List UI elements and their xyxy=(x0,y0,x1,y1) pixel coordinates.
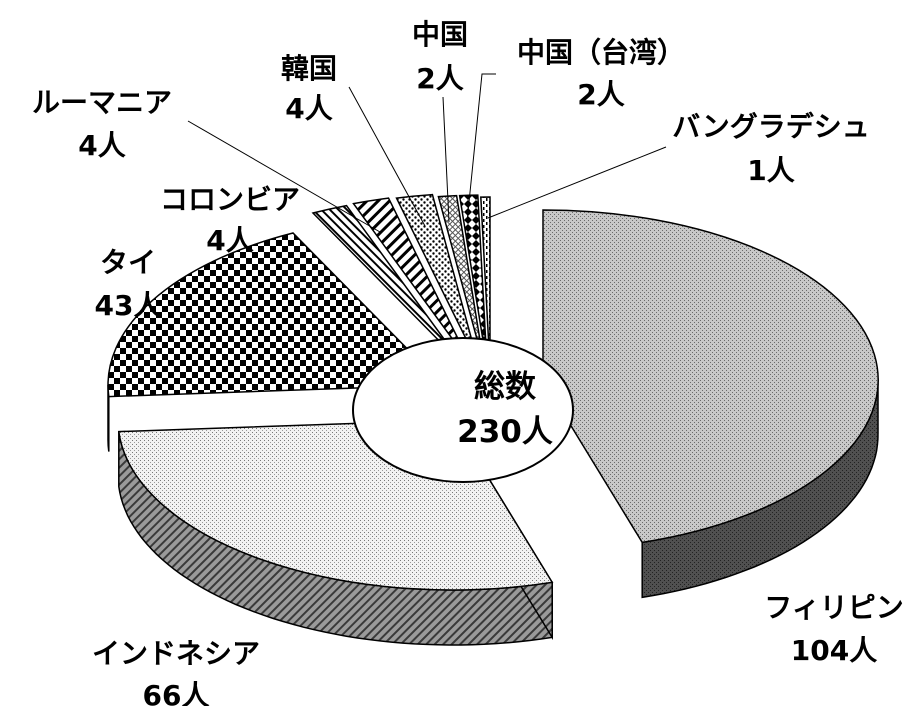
leader-lines xyxy=(187,73,667,233)
slice-label-value-5: 4人 xyxy=(285,92,332,125)
slice-label-name-5: 韓国 xyxy=(281,52,337,85)
slice-label-value-2: 43人 xyxy=(95,289,162,322)
slice-4 xyxy=(352,197,471,364)
slice-label-name-0: フィリピン xyxy=(764,591,903,624)
slice-label-name-4: ルーマニア xyxy=(32,86,172,119)
slice-label-value-8: 1人 xyxy=(747,154,794,187)
slice-label-value-1: 66人 xyxy=(143,679,210,706)
slice-5 xyxy=(395,193,479,364)
slice-label-value-7: 2人 xyxy=(577,78,624,111)
leader-line-6 xyxy=(442,96,450,223)
leader-line-8 xyxy=(487,146,667,219)
slice-label-value-6: 2人 xyxy=(416,62,463,95)
slice-label-value-4: 4人 xyxy=(78,129,125,162)
leader-line-5 xyxy=(348,86,426,227)
slice-label-name-1: インドネシア xyxy=(92,637,260,670)
slice-7 xyxy=(458,194,488,366)
slice-labels: フィリピン 104人 インドネシア 66人 タイ 43人 コロンビア 4人 ルーマニア 4人 韓国 4… xyxy=(32,18,904,706)
slice-label-value-3: 4人 xyxy=(206,224,253,257)
slice-3 xyxy=(311,204,464,366)
slice-2 xyxy=(107,232,445,398)
slice-8 xyxy=(480,196,491,368)
center-total-value: 230人 xyxy=(457,414,553,450)
slice-label-name-7: 中国（台湾） xyxy=(517,36,685,69)
slice-label-name-8: バングラデシュ xyxy=(672,110,869,143)
slice-label-name-3: コロンビア xyxy=(160,183,300,216)
slice-label-name-2: タイ xyxy=(100,246,156,279)
slice-0 xyxy=(542,209,879,544)
center-total-label: 総数 xyxy=(474,369,536,405)
leader-line-4 xyxy=(187,120,381,233)
leader-line-7 xyxy=(466,73,496,223)
center-hole xyxy=(352,337,574,483)
slice-label-name-6: 中国 xyxy=(412,18,468,51)
slice-label-value-0: 104人 xyxy=(791,634,877,667)
